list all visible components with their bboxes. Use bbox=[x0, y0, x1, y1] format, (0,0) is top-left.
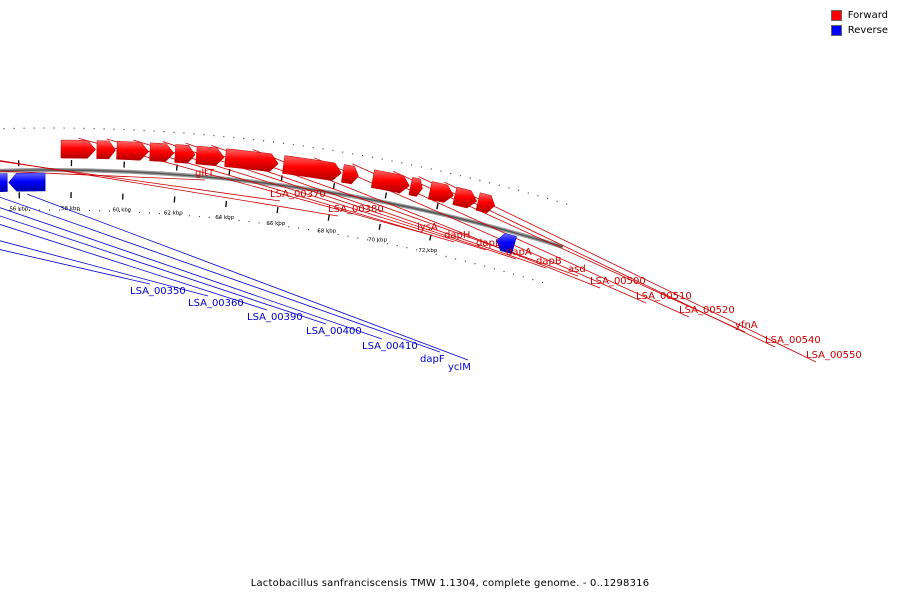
label-leader-line bbox=[162, 141, 517, 260]
scale-tick-label: 60 kbp bbox=[112, 208, 131, 214]
forward-gene-arrow[interactable] bbox=[341, 164, 359, 185]
label-leader-line bbox=[444, 181, 817, 363]
label-leader-line bbox=[0, 240, 209, 297]
forward-gene-arrow[interactable] bbox=[96, 140, 116, 160]
gene-label[interactable]: dapB bbox=[536, 256, 562, 267]
label-leader-lines bbox=[0, 137, 817, 363]
forward-gene-arrow[interactable] bbox=[452, 186, 478, 209]
gene-label[interactable]: LSA_00500 bbox=[590, 276, 646, 287]
forward-swatch-icon bbox=[830, 10, 842, 21]
gene-label[interactable]: lysA bbox=[417, 222, 438, 233]
gene-label[interactable]: LSA_00380 bbox=[328, 204, 384, 215]
forward-gene-arrow[interactable] bbox=[408, 177, 423, 197]
label-leader-line bbox=[0, 160, 281, 202]
forward-gene-arrow[interactable] bbox=[370, 169, 410, 194]
scale-tick-inner bbox=[327, 214, 330, 221]
legend-item-forward: Forward bbox=[830, 8, 888, 23]
forward-gene-arrow[interactable] bbox=[149, 142, 175, 163]
gene-label[interactable]: LSA_00350 bbox=[130, 286, 186, 297]
map-title: Lactobacillus sanfranciscensis TMW 1.130… bbox=[250, 578, 650, 589]
gene-label[interactable]: LSA_00370 bbox=[270, 189, 326, 200]
gene-label[interactable]: LSA_00550 bbox=[806, 350, 862, 361]
gene-label[interactable]: LSA_00410 bbox=[362, 341, 418, 352]
gene-label[interactable]: dapA bbox=[506, 247, 532, 258]
forward-gene-arrow[interactable] bbox=[282, 155, 342, 181]
label-leader-line bbox=[314, 157, 647, 304]
reverse-gene-arrow[interactable] bbox=[496, 233, 517, 255]
label-leader-line bbox=[393, 171, 746, 333]
forward-gene-arrow[interactable] bbox=[427, 181, 454, 203]
gene-label[interactable]: LSA_00520 bbox=[679, 305, 735, 316]
scale-tick-label: 68 kbp bbox=[317, 229, 336, 235]
label-leader-line bbox=[0, 215, 327, 325]
forward-gene-arrow[interactable] bbox=[116, 141, 150, 161]
reverse-gene-arrow[interactable] bbox=[0, 173, 8, 193]
gene-label[interactable]: yclM bbox=[448, 362, 471, 373]
scale-tick bbox=[332, 183, 336, 190]
scale-tick-inner bbox=[378, 223, 381, 230]
scale-tick-label: 72 kbp bbox=[418, 248, 437, 254]
scale-ticks: 40 kbp42 kbp44 kbp46 kbp48 kbp50 kbp52 k… bbox=[9, 160, 439, 254]
gene-label[interactable]: gltT bbox=[195, 168, 215, 179]
gene-label[interactable]: dapL bbox=[476, 238, 501, 249]
gene-label[interactable]: LSA_00360 bbox=[188, 298, 244, 309]
label-leader-line bbox=[0, 249, 151, 285]
scale-tick bbox=[384, 192, 388, 199]
label-leader-line bbox=[0, 224, 268, 311]
scale-tick-label: 66 kbp bbox=[266, 221, 285, 227]
gene-label[interactable]: LSA_00390 bbox=[247, 312, 303, 323]
forward-gene-arrow[interactable] bbox=[475, 192, 496, 214]
label-leader-line bbox=[0, 207, 383, 340]
forward-gene-arrow[interactable] bbox=[195, 145, 225, 167]
scale-tick-label: 56 kbp bbox=[9, 206, 28, 212]
scale-tick-label: 58 kbp bbox=[61, 206, 80, 212]
scale-tick-inner bbox=[225, 200, 228, 208]
label-leader-line bbox=[0, 196, 441, 353]
label-leader-line bbox=[352, 163, 690, 318]
genome-backbone bbox=[0, 168, 564, 249]
reverse-gene-arrow[interactable] bbox=[8, 172, 46, 192]
gene-label[interactable]: yfnA bbox=[735, 320, 758, 331]
forward-gene-arrow[interactable] bbox=[60, 139, 96, 159]
scale-tick-label: 62 kbp bbox=[164, 210, 183, 216]
gene-features bbox=[0, 139, 517, 255]
gene-label[interactable]: asd bbox=[568, 264, 586, 275]
reverse-swatch-icon bbox=[830, 25, 842, 36]
label-leader-line bbox=[0, 160, 339, 217]
gene-label[interactable]: LSA_00400 bbox=[306, 326, 362, 337]
gene-label[interactable]: dapF bbox=[420, 354, 445, 365]
forward-gene-arrow[interactable] bbox=[224, 148, 279, 172]
label-leader-line bbox=[0, 170, 206, 181]
legend: Forward Reverse bbox=[830, 8, 888, 38]
scale-tick-label: 70 kbp bbox=[368, 238, 387, 244]
forward-gene-arrow[interactable] bbox=[174, 144, 196, 164]
legend-reverse-label: Reverse bbox=[847, 25, 888, 36]
gene-label[interactable]: LSA_00540 bbox=[765, 335, 821, 346]
scale-tick bbox=[436, 203, 439, 210]
scale-tick-label: 64 kbp bbox=[215, 215, 234, 221]
gene-label[interactable]: dapH bbox=[444, 230, 470, 241]
scale-tick-inner bbox=[276, 207, 279, 214]
gene-label[interactable]: LSA_00510 bbox=[636, 291, 692, 302]
legend-item-reverse: Reverse bbox=[830, 23, 888, 38]
label-leader-line bbox=[26, 193, 469, 361]
legend-forward-label: Forward bbox=[847, 10, 888, 21]
